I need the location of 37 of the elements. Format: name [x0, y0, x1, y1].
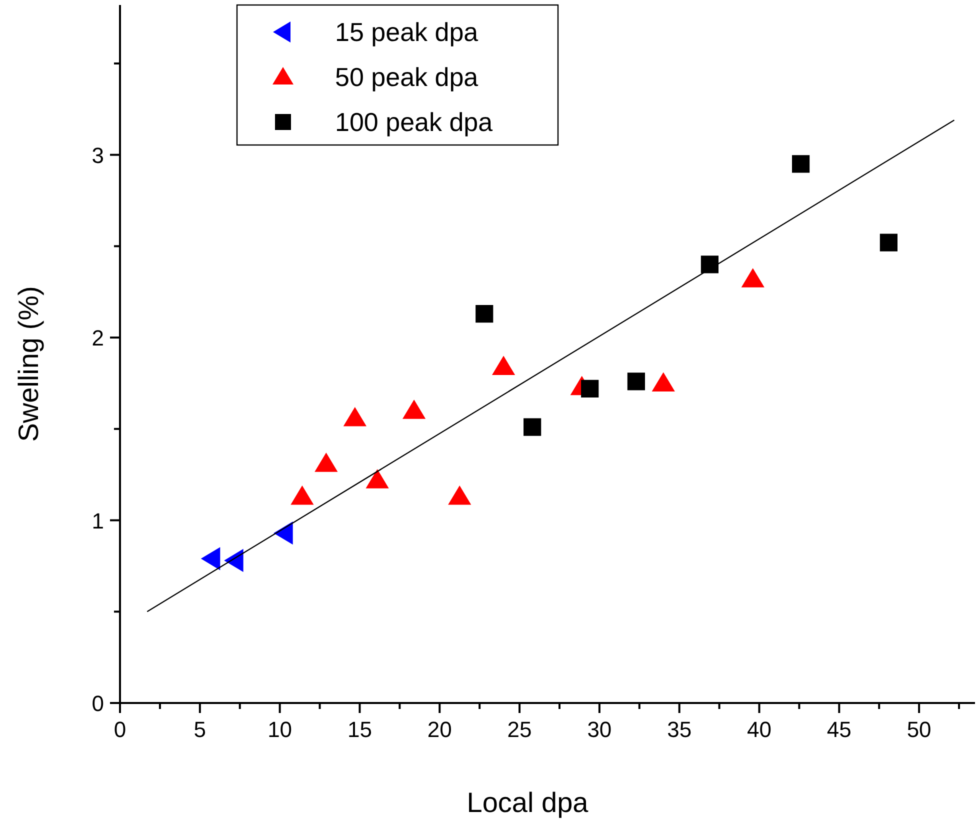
x-tick-label: 0	[114, 717, 126, 742]
point	[652, 372, 675, 392]
point	[448, 486, 472, 505]
y-axis-title: Swelling (%)	[13, 286, 44, 442]
x-tick-label: 35	[667, 717, 692, 742]
x-tick-label: 45	[826, 717, 852, 742]
point	[581, 380, 599, 398]
legend-label: 15 peak dpa	[335, 17, 479, 47]
point	[524, 418, 542, 436]
x-tick-label: 20	[427, 717, 452, 742]
point	[314, 452, 338, 472]
point	[880, 234, 898, 252]
y-tick-label: 1	[92, 508, 104, 534]
x-tick-label: 50	[906, 717, 932, 742]
y-tick-label: 3	[92, 142, 104, 168]
point	[700, 256, 719, 274]
x-tick-label: 40	[747, 717, 772, 742]
point	[343, 406, 366, 426]
point	[792, 155, 810, 173]
x-tick-label: 5	[194, 717, 206, 742]
legend-label: 100 peak dpa	[335, 107, 494, 137]
legend-label: 50 peak dpa	[335, 62, 479, 92]
point	[200, 547, 220, 570]
y-tick-label: 2	[92, 326, 104, 351]
x-tick-label: 30	[587, 717, 612, 742]
y-tick-label: 0	[92, 691, 104, 716]
x-tick-label: 15	[347, 717, 372, 742]
x-tick-label: 25	[507, 717, 532, 742]
point	[476, 305, 494, 323]
point	[366, 469, 389, 488]
point	[741, 268, 764, 288]
point	[492, 356, 516, 376]
point	[402, 400, 426, 419]
point	[627, 372, 645, 390]
x-axis-title: Local dpa	[466, 787, 589, 818]
x-tick-label: 10	[268, 717, 292, 742]
point	[290, 486, 314, 505]
